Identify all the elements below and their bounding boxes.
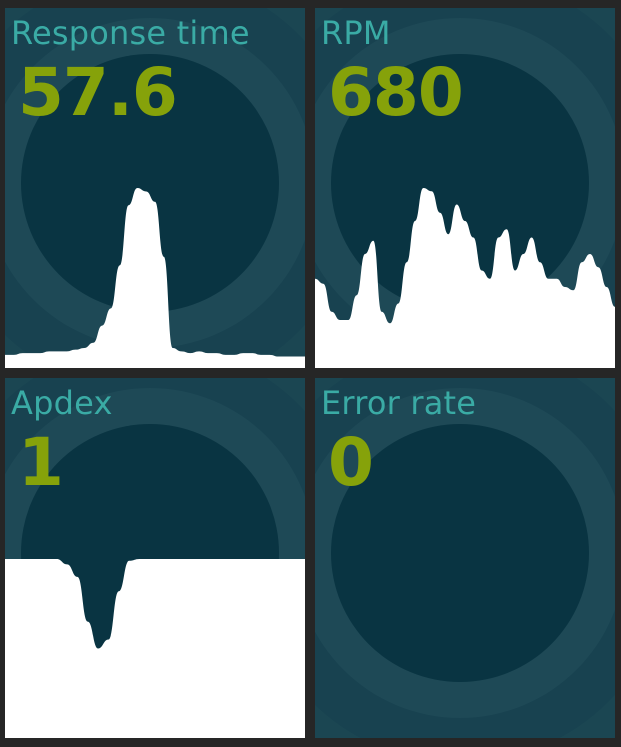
sparkline-area xyxy=(5,188,305,368)
tile-title: RPM xyxy=(321,14,391,52)
rpm-sparkline xyxy=(315,188,615,368)
tile-apdex[interactable]: Apdex 1 xyxy=(5,378,305,738)
ring-inner xyxy=(331,424,589,682)
tile-value: 0 xyxy=(328,424,374,501)
tile-title: Apdex xyxy=(11,384,113,422)
sparkline-area xyxy=(5,559,305,738)
tile-error-rate[interactable]: Error rate 0 xyxy=(315,378,615,738)
tile-value: 680 xyxy=(328,54,464,131)
apdex-sparkline xyxy=(5,559,305,738)
sparkline-area xyxy=(315,188,615,368)
tile-rpm[interactable]: RPM 680 xyxy=(315,8,615,368)
tile-value: 1 xyxy=(18,424,64,501)
response-time-sparkline xyxy=(5,188,305,368)
tile-response-time[interactable]: Response time 57.6 xyxy=(5,8,305,368)
tile-title: Response time xyxy=(11,14,250,52)
tile-value: 57.6 xyxy=(18,54,178,131)
tile-title: Error rate xyxy=(321,384,477,422)
